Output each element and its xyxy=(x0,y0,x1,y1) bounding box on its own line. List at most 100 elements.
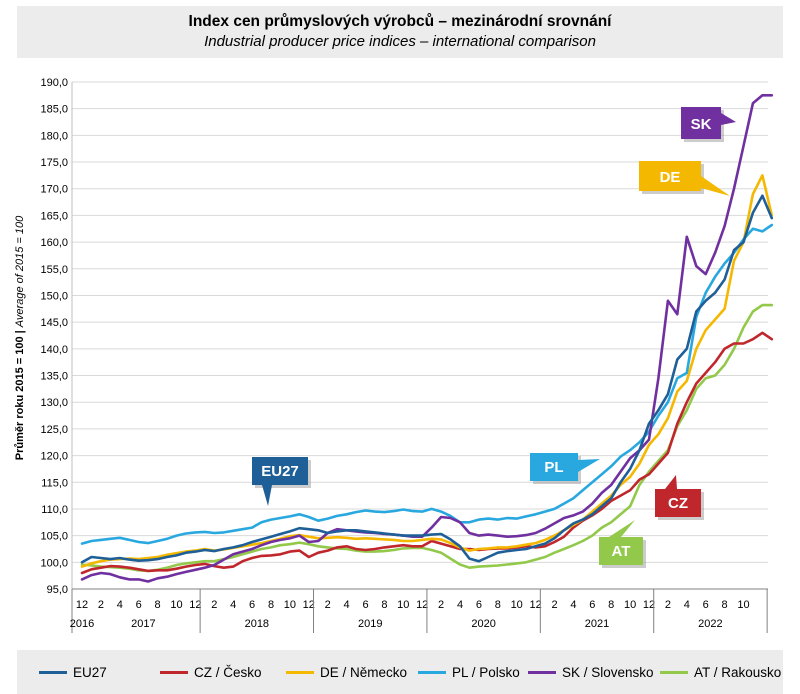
legend-label: DE / Německo xyxy=(320,664,408,680)
callout-pointer xyxy=(665,475,677,489)
y-tick-label: 175,0 xyxy=(40,157,68,169)
y-tick-label: 115,0 xyxy=(41,477,68,489)
y-axis-label-main: Průměr roku 2015 = 100 | xyxy=(14,327,26,460)
x-year-label: 2021 xyxy=(585,618,609,630)
y-tick-label: 180,0 xyxy=(40,130,68,142)
x-tick-label: 8 xyxy=(268,599,274,611)
y-tick-label: 135,0 xyxy=(40,371,68,383)
y-axis-ticks: 95,0 100,0 105,0 110,0 115,0 120,0 125,0 130,0 1… xyxy=(40,77,68,596)
legend-item: SK / Slovensko xyxy=(528,664,654,680)
x-tick-label: 6 xyxy=(362,599,368,611)
x-tick-label: 2 xyxy=(551,599,557,611)
x-tick-label: 2 xyxy=(211,599,217,611)
chart-subtitle: Industrial producer price indices – inte… xyxy=(204,33,596,50)
x-tick-label: 12 xyxy=(643,599,655,611)
x-tick-label: 12 xyxy=(529,599,541,611)
x-tick-label: 10 xyxy=(397,599,409,611)
x-tick-label: 8 xyxy=(722,599,728,611)
series-callouts: EU27 PL SK DE CZ AT xyxy=(252,107,736,568)
y-tick-label: 190,0 xyxy=(40,77,68,89)
x-year-label: 2016 xyxy=(70,618,94,630)
x-tick-label: 12 xyxy=(416,599,428,611)
line-chart: 95,0 100,0 105,0 110,0 115,0 120,0 125,0 130,0 1… xyxy=(14,77,774,633)
legend-swatch xyxy=(418,670,446,674)
y-tick-label: 185,0 xyxy=(40,104,68,116)
x-tick-label: 10 xyxy=(284,599,296,611)
chart-title: Index cen průmyslových výrobců – mezinár… xyxy=(188,13,612,30)
x-year-label: 2022 xyxy=(698,618,722,630)
x-tick-label: 12 xyxy=(76,599,88,611)
x-tick-label: 4 xyxy=(570,599,576,611)
legend-label: CZ / Česko xyxy=(194,664,262,680)
x-tick-label: 10 xyxy=(737,599,749,611)
series-lines xyxy=(80,94,774,583)
callout-label: SK xyxy=(691,116,712,133)
y-tick-label: 120,0 xyxy=(40,451,68,463)
series-line-sk xyxy=(80,94,774,583)
x-tick-label: 10 xyxy=(511,599,523,611)
x-tick-label: 4 xyxy=(230,599,236,611)
callout-label: PL xyxy=(544,459,563,476)
legend-label: EU27 xyxy=(73,664,107,680)
callout-pointer xyxy=(701,176,730,196)
x-tick-label: 2 xyxy=(665,599,671,611)
y-tick-label: 125,0 xyxy=(40,424,68,436)
x-tick-label: 2 xyxy=(438,599,444,611)
callout-pointer xyxy=(609,520,635,537)
chart-header: Index cen průmyslových výrobců – mezinár… xyxy=(17,6,783,58)
callout-cz: CZ xyxy=(655,475,704,520)
x-year-label: 2017 xyxy=(131,618,155,630)
x-tick-label: 6 xyxy=(136,599,142,611)
callout-de: DE xyxy=(639,161,730,196)
x-tick-label: 10 xyxy=(624,599,636,611)
x-tick-label: 2 xyxy=(325,599,331,611)
callout-eu27: EU27 xyxy=(252,457,311,506)
y-tick-label: 110,0 xyxy=(41,504,68,516)
series-line-cz xyxy=(80,331,774,575)
x-tick-label: 8 xyxy=(155,599,161,611)
y-axis-label: Průměr roku 2015 = 100 | Average of 2015… xyxy=(14,215,26,460)
y-tick-label: 130,0 xyxy=(40,397,68,409)
y-tick-label: 105,0 xyxy=(40,531,68,543)
y-tick-label: 95,0 xyxy=(47,584,68,596)
x-tick-label: 10 xyxy=(170,599,182,611)
x-tick-label: 4 xyxy=(117,599,123,611)
y-tick-label: 165,0 xyxy=(40,210,68,222)
series-line-pl xyxy=(80,223,774,545)
y-tick-label: 100,0 xyxy=(40,557,68,569)
y-tick-label: 170,0 xyxy=(40,184,68,196)
callout-box xyxy=(530,453,578,481)
x-tick-label: 12 xyxy=(303,599,315,611)
y-tick-label: 155,0 xyxy=(40,264,68,276)
legend-item: PL / Polsko xyxy=(418,664,520,680)
callout-pointer xyxy=(721,113,736,125)
callout-box xyxy=(681,107,721,139)
y-tick-label: 140,0 xyxy=(40,344,68,356)
callout-label: CZ xyxy=(668,495,688,512)
callout-box xyxy=(599,537,643,565)
legend-item: EU27 xyxy=(39,664,107,680)
callout-box xyxy=(655,489,701,517)
x-axis: 12 2 4 6 8 10 12 2 4 6 8 10 12 2 4 6 8 10 12 2 4 6 8 10 12 2 4 6 8 10… xyxy=(70,588,768,633)
chart-grid xyxy=(71,81,768,590)
y-tick-label: 145,0 xyxy=(40,317,68,329)
y-tick-label: 160,0 xyxy=(40,237,68,249)
series-line-eu27 xyxy=(80,194,774,564)
x-tick-label: 2 xyxy=(98,599,104,611)
legend-label: PL / Polsko xyxy=(452,664,520,680)
y-axis-label-italic: Average of 2015 = 100 xyxy=(14,215,26,328)
x-tick-label: 4 xyxy=(684,599,690,611)
callout-label: DE xyxy=(660,169,681,186)
legend-swatch xyxy=(528,670,556,674)
callout-pointer xyxy=(578,459,600,472)
y-tick-label: 150,0 xyxy=(40,290,68,302)
x-tick-label: 6 xyxy=(476,599,482,611)
x-year-label: 2020 xyxy=(471,618,495,630)
x-tick-label: 8 xyxy=(381,599,387,611)
legend-item: CZ / Česko xyxy=(160,664,262,680)
legend-item: AT / Rakousko xyxy=(660,664,781,680)
x-tick-label: 4 xyxy=(457,599,463,611)
callout-at: AT xyxy=(599,520,646,568)
legend-swatch xyxy=(39,670,67,674)
chart-legend: EU27 CZ / Česko DE / Německo PL / Polsko SK … xyxy=(17,650,783,694)
